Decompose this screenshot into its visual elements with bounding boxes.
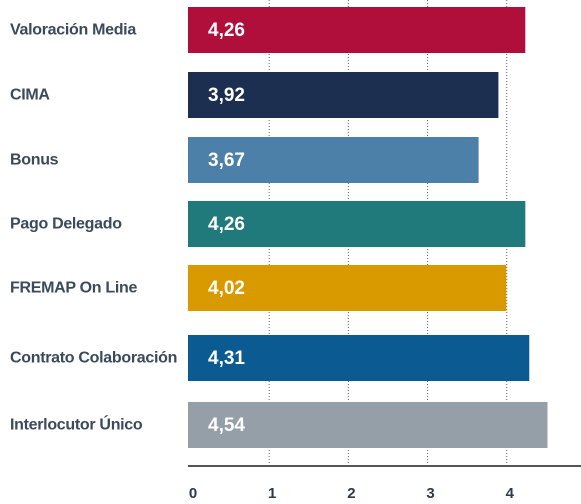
value-label: 4,26 — [208, 214, 245, 235]
bar — [188, 402, 548, 448]
bar — [188, 335, 530, 381]
x-tick-label: 0 — [189, 485, 197, 502]
bar — [188, 72, 499, 118]
category-label: CIMA — [10, 86, 50, 104]
category-label: Valoración Media — [10, 21, 136, 39]
x-tick-label: 1 — [268, 485, 276, 502]
x-tick-label: 2 — [347, 485, 355, 502]
value-label: 4,26 — [208, 20, 245, 41]
bar — [188, 7, 526, 53]
bar — [188, 265, 507, 311]
value-label: 4,02 — [208, 278, 245, 299]
category-label: Bonus — [10, 151, 59, 169]
value-label: 3,67 — [208, 150, 245, 171]
category-label: Interlocutor Único — [10, 416, 143, 434]
x-tick-label: 4 — [506, 485, 515, 502]
bar — [188, 201, 526, 247]
bar — [188, 137, 479, 183]
value-label: 4,54 — [208, 415, 245, 436]
x-tick-label: 3 — [426, 485, 434, 502]
value-label: 3,92 — [208, 85, 245, 106]
category-label: FREMAP On Line — [10, 279, 138, 297]
category-label: Contrato Colaboración — [10, 349, 178, 367]
category-label: Pago Delegado — [10, 215, 122, 233]
value-label: 4,31 — [208, 348, 245, 369]
